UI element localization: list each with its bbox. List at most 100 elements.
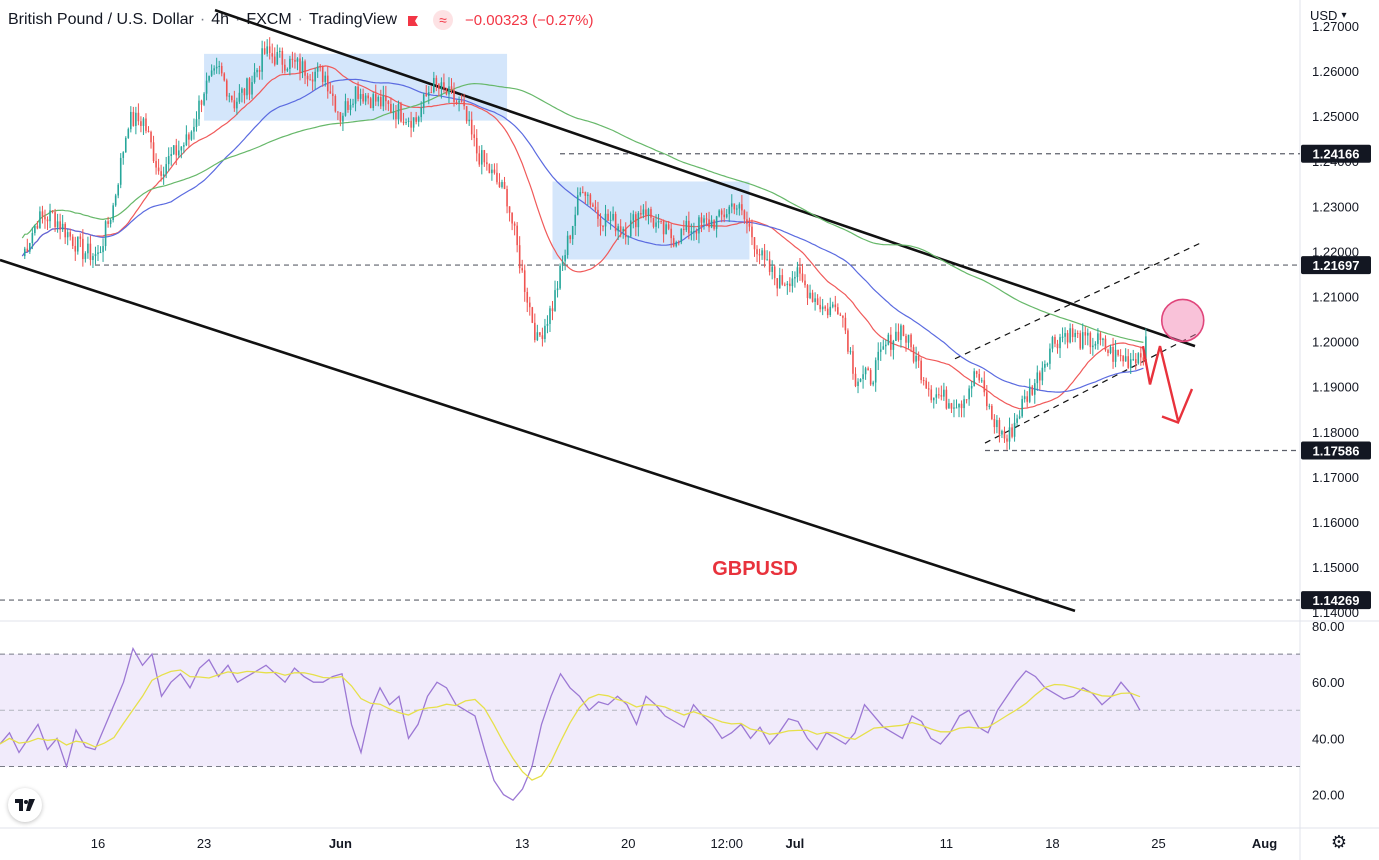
candle-body (882, 346, 885, 350)
symbol-annotation: GBPUSD (712, 558, 798, 580)
candle-body (1107, 350, 1109, 353)
candle (324, 71, 327, 87)
candle-body (349, 104, 352, 110)
candle (748, 217, 751, 232)
candle (650, 206, 652, 223)
candle-body (612, 213, 614, 220)
interval-label[interactable]: 4h (211, 11, 229, 28)
candle (296, 57, 299, 71)
candle-body (251, 82, 253, 95)
candle-body (488, 164, 491, 174)
candle-body (829, 306, 832, 316)
candle (746, 211, 748, 234)
candle (647, 207, 650, 225)
candle-body (41, 211, 44, 217)
candle (450, 78, 453, 95)
candle-body (713, 220, 715, 229)
candle (104, 220, 107, 251)
candle-body (549, 308, 551, 324)
candle-body (1003, 430, 1006, 439)
candle (920, 357, 922, 384)
candle-body (130, 111, 132, 130)
candle-body (569, 235, 571, 240)
candle-body (685, 220, 688, 231)
currency-selector[interactable]: USD ▾ (1310, 8, 1346, 23)
candle (526, 287, 529, 313)
candle-body (736, 208, 738, 210)
candle (279, 47, 281, 58)
candle (1117, 349, 1119, 357)
flag-icon[interactable] (407, 14, 419, 26)
price-tick-label: 1.25000 (1312, 109, 1359, 124)
candle-body (821, 306, 824, 310)
symbol-name[interactable]: British Pound / U.S. Dollar (8, 11, 194, 28)
candle-body (885, 344, 887, 347)
candle-body (925, 380, 927, 389)
candle (228, 92, 231, 103)
candle (715, 215, 718, 238)
candle (741, 195, 743, 216)
candle-body (758, 254, 761, 256)
currency-label: USD (1310, 8, 1338, 23)
candle-body (637, 213, 640, 228)
candle-body (114, 195, 117, 206)
candle-body (417, 117, 420, 122)
candle (203, 92, 205, 107)
candle (642, 204, 645, 219)
candle-body (778, 275, 781, 289)
candle-body (1064, 333, 1066, 337)
candle-body (228, 95, 231, 97)
candle (1112, 337, 1114, 369)
candle-body (771, 266, 773, 272)
candle (1008, 417, 1011, 450)
candle (516, 222, 518, 253)
candle (205, 72, 208, 101)
candle-body (677, 242, 680, 244)
candle-body (1081, 332, 1084, 349)
candle (160, 164, 162, 182)
candle-body (624, 228, 627, 238)
candle-body (511, 212, 513, 224)
gear-icon[interactable]: ⚙ (1330, 832, 1348, 852)
candle-body (958, 403, 960, 408)
candle-body (26, 248, 29, 252)
candle-body (1033, 383, 1036, 395)
candle (536, 324, 539, 342)
candle (349, 98, 352, 116)
candle-body (741, 204, 743, 211)
wave-icon[interactable]: ≈ (433, 10, 454, 30)
candle-body (140, 121, 142, 126)
candle (756, 245, 758, 263)
candle-body (667, 224, 670, 229)
candle (579, 187, 582, 197)
candle (900, 323, 902, 348)
candle (1064, 327, 1066, 345)
candle (311, 71, 314, 91)
candle-body (528, 302, 531, 308)
candle-body (422, 94, 425, 108)
candle (119, 153, 122, 189)
candle (1134, 353, 1137, 370)
candle-body (513, 223, 516, 226)
candle (145, 113, 147, 134)
candle (291, 51, 294, 68)
price-tick-label: 1.27000 (1312, 19, 1359, 34)
tradingview-logo[interactable] (8, 788, 42, 822)
candle-body (672, 238, 675, 247)
candle-body (367, 95, 369, 99)
candle-body (768, 259, 771, 272)
candle (902, 324, 905, 337)
candle-body (162, 174, 165, 176)
candle (829, 297, 832, 317)
candle-body (195, 119, 198, 127)
candle (1104, 335, 1107, 352)
candle (135, 106, 137, 135)
candle-body (478, 153, 481, 165)
candle-body (887, 334, 890, 345)
candle (71, 234, 74, 250)
candle-body (427, 92, 430, 96)
candle (773, 264, 776, 286)
candle (640, 205, 642, 219)
